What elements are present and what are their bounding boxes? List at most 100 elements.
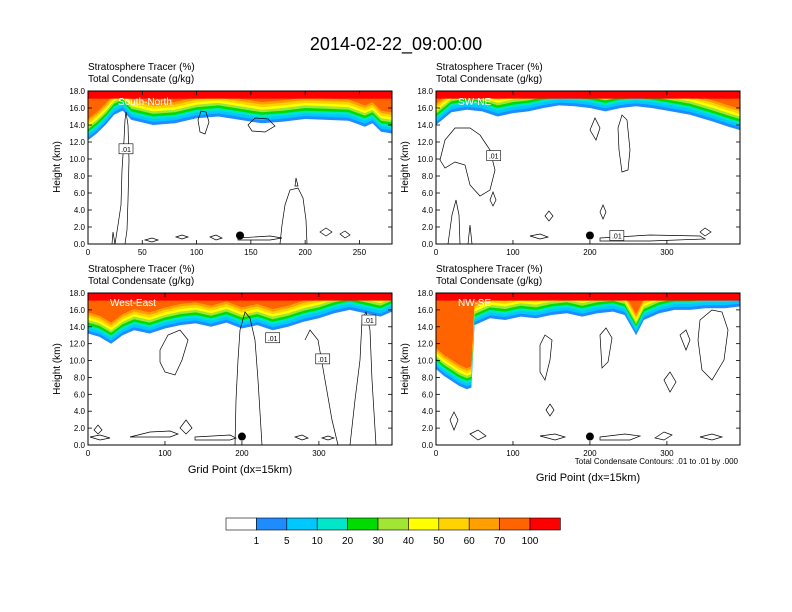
y-tick-label: 0.0 (74, 441, 86, 450)
panel-nw-se: Stratosphere Tracer (%) Total Condensate… (400, 264, 741, 484)
contour-line (467, 224, 473, 244)
contour-label-box (361, 314, 377, 326)
y-tick-label: 14.0 (69, 121, 85, 130)
y-tick-label: 10.0 (69, 155, 85, 164)
x-tick-label: 0 (434, 449, 439, 458)
x-tick-label: 150 (244, 248, 258, 257)
contour-line (114, 111, 130, 244)
x-ticks: 0 100 200 300 (434, 293, 674, 458)
y-ticks: 0.0 2.0 4.0 6.0 8.0 10.0 12.0 14.0 16.0 18.0 (69, 289, 392, 450)
contour-label: .01 (612, 234, 622, 241)
colorbar: 1 5 10 20 30 40 50 60 70 100 (225, 517, 561, 547)
colorbar-label: 70 (494, 536, 506, 547)
contour-line (447, 199, 461, 244)
y-axis-label: Height (km) (52, 141, 63, 193)
contour-line (539, 334, 553, 381)
contour-line (539, 433, 567, 441)
contour-line (349, 310, 377, 445)
y-tick-label: 16.0 (417, 306, 433, 315)
contour-line (304, 329, 339, 445)
y-tick-label: 14.0 (417, 121, 433, 130)
colorbar-label: 20 (342, 536, 354, 547)
contour-label: .01 (489, 154, 499, 161)
y-tick-label: 0.0 (74, 240, 86, 249)
x-tick-label: 200 (298, 248, 312, 257)
x-tick-label: 0 (86, 449, 91, 458)
panel-label-bottom: Total Condensate (g/kg) (88, 276, 194, 287)
panel-label-top: Stratosphere Tracer (%) (88, 62, 195, 73)
tracer-field (88, 293, 392, 344)
y-axis-label: Height (km) (400, 343, 411, 395)
x-tick-label: 100 (506, 449, 520, 458)
tracer-field (88, 91, 392, 141)
contour-line (159, 329, 189, 376)
condensate-contours (439, 114, 712, 244)
colorbar-box (529, 517, 561, 531)
y-tick-label: 2.0 (422, 424, 434, 433)
x-tick-label: 250 (353, 248, 367, 257)
x-tick-label: 0 (86, 248, 91, 257)
plot-frame (435, 292, 741, 446)
y-tick-label: 16.0 (417, 104, 433, 113)
y-tick-label: 6.0 (422, 189, 434, 198)
location-marker (237, 432, 246, 441)
x-tick-label: 200 (235, 449, 249, 458)
y-tick-label: 6.0 (74, 390, 86, 399)
contour-line (589, 117, 601, 141)
contour-line (439, 127, 496, 197)
panel-name-label: South-North (118, 97, 172, 108)
y-ticks: 0.0 2.0 4.0 6.0 8.0 10.0 12.0 14.0 16.0 18.0 (417, 289, 740, 450)
contour-line (544, 210, 554, 222)
contour-line (294, 177, 299, 187)
panel-label-top: Stratosphere Tracer (%) (88, 264, 195, 275)
contour-line (697, 309, 729, 381)
panel-west-east: Stratosphere Tracer (%) Total Condensate… (52, 264, 393, 476)
location-marker (585, 231, 594, 240)
contour-label-box (486, 150, 502, 161)
colorbar-label: 60 (464, 536, 476, 547)
x-ticks: 0 100 200 300 (86, 293, 326, 458)
y-tick-label: 10.0 (417, 357, 433, 366)
panel-label-top: Stratosphere Tracer (%) (436, 264, 543, 275)
contour-line (179, 419, 193, 435)
contour-line (89, 434, 111, 441)
colorbar-label: 40 (403, 536, 415, 547)
x-tick-label: 100 (158, 449, 172, 458)
contour-line (194, 434, 237, 441)
x-tick-label: 100 (506, 248, 520, 257)
y-tick-label: 8.0 (74, 172, 86, 181)
condensate-contours (111, 110, 351, 244)
contour-line (654, 431, 673, 441)
contour-line (209, 234, 223, 241)
contour-line (599, 234, 707, 242)
tracer-level-band (88, 91, 392, 99)
y-tick-label: 4.0 (422, 206, 434, 215)
contour-line (293, 434, 309, 441)
contour-line (339, 230, 351, 239)
y-tick-label: 12.0 (69, 340, 85, 349)
contour-label: .01 (121, 147, 131, 154)
colorbar-box (377, 517, 409, 531)
y-tick-label: 12.0 (417, 340, 433, 349)
contour-label-box (118, 143, 134, 155)
contour-line (529, 233, 550, 240)
y-tick-label: 12.0 (417, 138, 433, 147)
y-tick-label: 10.0 (69, 357, 85, 366)
contour-line (699, 227, 712, 237)
contour-line (469, 429, 487, 441)
y-tick-label: 0.0 (422, 441, 434, 450)
y-ticks: 0.0 2.0 4.0 6.0 8.0 10.0 12.0 14.0 16.0 18.0 (417, 87, 740, 249)
condensate-contours (89, 310, 377, 445)
contour-line (237, 235, 283, 241)
plot-frame (435, 90, 741, 245)
colorbar-box (225, 517, 257, 531)
contour-line (679, 329, 691, 351)
x-axis-label: Grid Point (dx=15km) (188, 464, 292, 476)
panel-south-north: Stratosphere Tracer (%) Total Condensate… (52, 62, 393, 257)
y-tick-label: 18.0 (417, 87, 433, 96)
y-tick-label: 14.0 (417, 323, 433, 332)
colorbar-label: 50 (433, 536, 445, 547)
y-tick-label: 8.0 (422, 373, 434, 382)
panel-label-bottom: Total Condensate (g/kg) (436, 74, 542, 85)
